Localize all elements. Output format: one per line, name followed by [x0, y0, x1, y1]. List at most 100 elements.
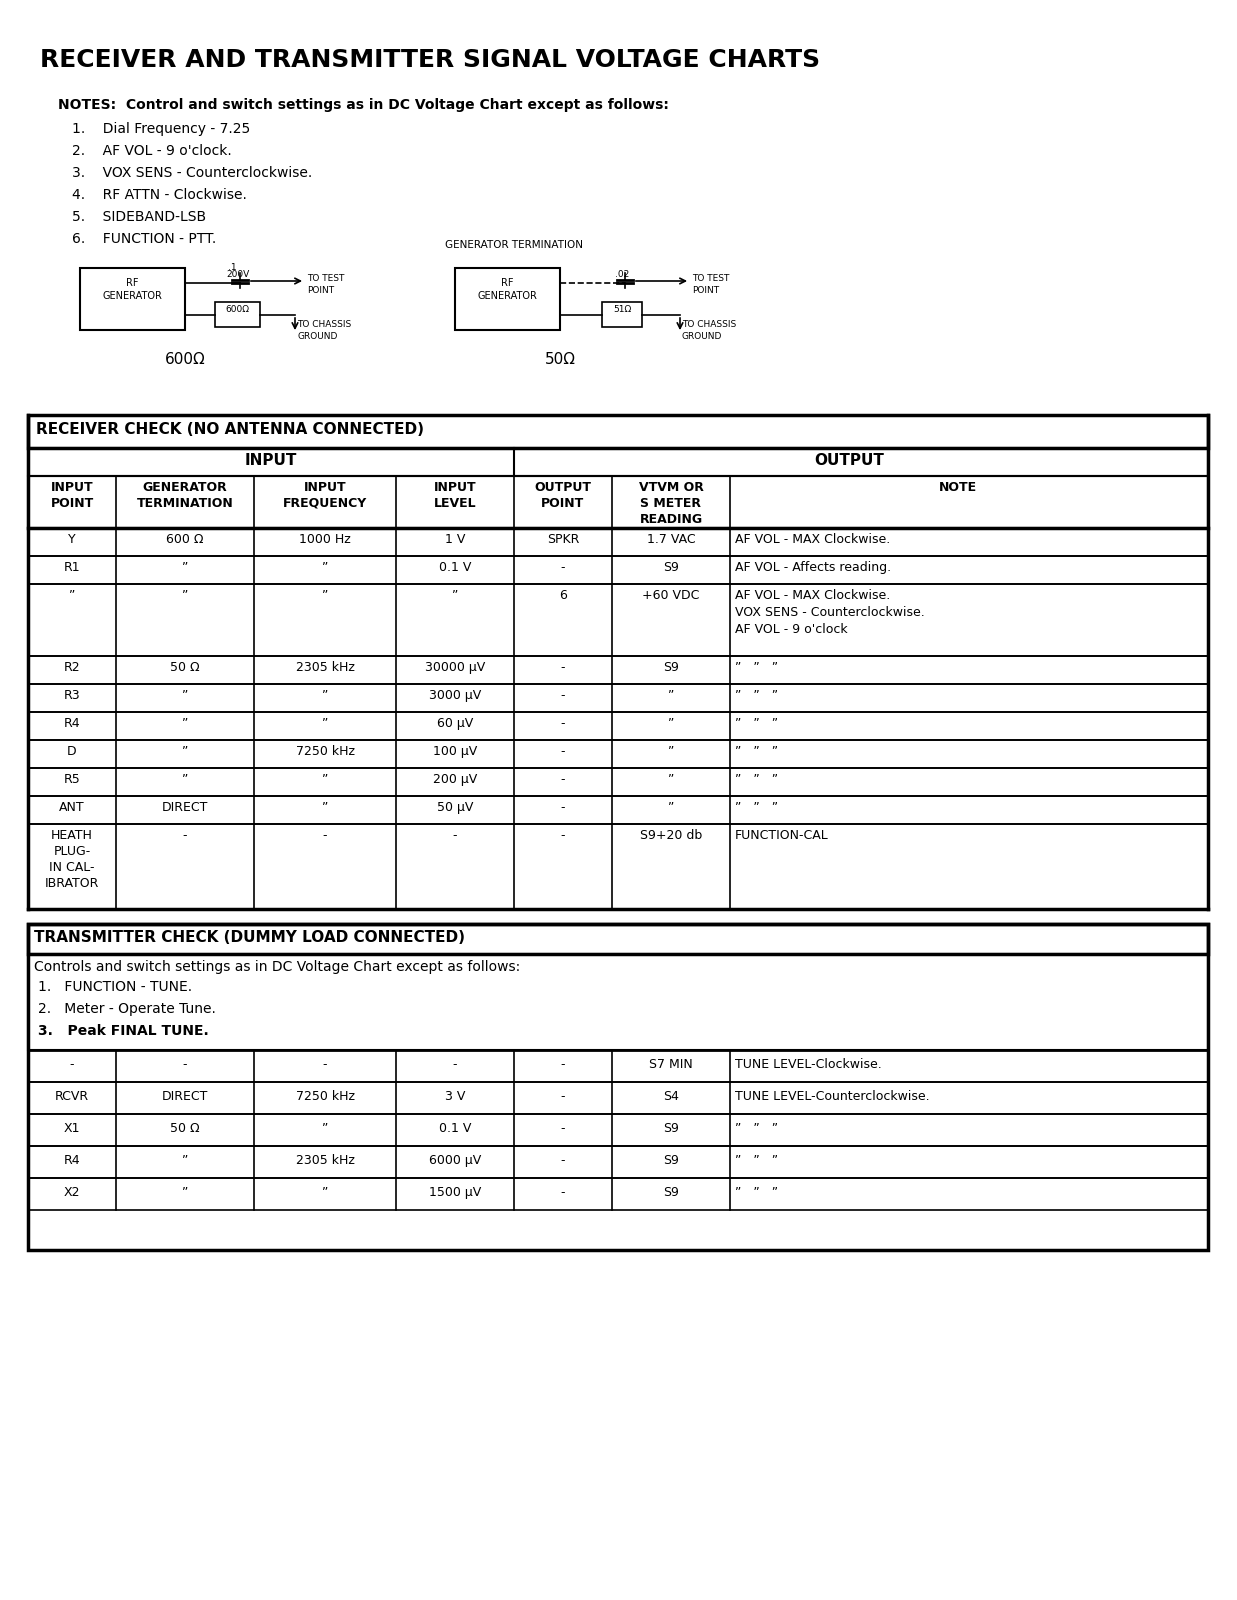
Bar: [28, 1146, 1209, 1178]
Text: FUNCTION-CAL: FUNCTION-CAL: [735, 829, 829, 842]
Text: ”: ”: [322, 773, 328, 786]
Bar: [28, 1082, 1209, 1114]
Text: ”: ”: [182, 1186, 188, 1198]
Text: R2: R2: [63, 661, 80, 674]
Text: TO TEST
POINT: TO TEST POINT: [307, 274, 344, 294]
Text: 1.7 VAC: 1.7 VAC: [647, 533, 695, 546]
Text: ”: ”: [69, 589, 75, 602]
Text: RF
GENERATOR: RF GENERATOR: [103, 278, 162, 301]
Bar: [28, 925, 1209, 1250]
Text: 3.   Peak FINAL TUNE.: 3. Peak FINAL TUNE.: [38, 1024, 209, 1038]
Text: -: -: [560, 717, 565, 730]
Text: R4: R4: [63, 1154, 80, 1166]
Text: ”: ”: [182, 690, 188, 702]
Text: GENERATOR
TERMINATION: GENERATOR TERMINATION: [136, 482, 234, 510]
Bar: [28, 1114, 1209, 1146]
Bar: [28, 528, 1209, 557]
Bar: [28, 712, 1209, 739]
Text: 2.   Meter - Operate Tune.: 2. Meter - Operate Tune.: [38, 1002, 216, 1016]
Bar: [28, 448, 1209, 477]
Text: 60 μV: 60 μV: [437, 717, 473, 730]
Text: ”: ”: [668, 690, 674, 702]
Text: 5.    SIDEBAND-LSB: 5. SIDEBAND-LSB: [72, 210, 207, 224]
Text: ”   ”   ”: ” ” ”: [735, 690, 778, 702]
Text: NOTES:  Control and switch settings as in DC Voltage Chart except as follows:: NOTES: Control and switch settings as in…: [58, 98, 669, 112]
Text: -: -: [560, 1058, 565, 1070]
Text: 2305 kHz: 2305 kHz: [296, 661, 355, 674]
Bar: [28, 925, 1209, 954]
Text: DIRECT: DIRECT: [162, 1090, 208, 1102]
Text: S9: S9: [663, 1154, 679, 1166]
Text: RCVR: RCVR: [54, 1090, 89, 1102]
Text: AF VOL - Affects reading.: AF VOL - Affects reading.: [735, 562, 891, 574]
Text: -: -: [560, 802, 565, 814]
Text: -: -: [560, 829, 565, 842]
Text: INPUT
POINT: INPUT POINT: [51, 482, 94, 510]
Text: ANT: ANT: [59, 802, 85, 814]
Bar: [28, 477, 1209, 528]
Bar: [28, 739, 1209, 768]
Text: OUTPUT: OUTPUT: [814, 453, 884, 467]
Text: TO CHASSIS
GROUND: TO CHASSIS GROUND: [682, 320, 736, 341]
Text: -: -: [453, 1058, 458, 1070]
Text: ”: ”: [182, 717, 188, 730]
Text: -: -: [560, 1090, 565, 1102]
Text: Y: Y: [68, 533, 75, 546]
Text: 0.1 V: 0.1 V: [439, 562, 471, 574]
Text: 6.    FUNCTION - PTT.: 6. FUNCTION - PTT.: [72, 232, 216, 246]
Text: ”: ”: [322, 1122, 328, 1134]
Text: 200V: 200V: [226, 270, 249, 278]
Bar: [80, 267, 186, 330]
Text: 1.    Dial Frequency - 7.25: 1. Dial Frequency - 7.25: [72, 122, 250, 136]
Text: AF VOL - MAX Clockwise.
VOX SENS - Counterclockwise.
AF VOL - 9 o'clock: AF VOL - MAX Clockwise. VOX SENS - Count…: [735, 589, 925, 635]
Bar: [28, 414, 1209, 448]
Text: ”   ”   ”: ” ” ”: [735, 1186, 778, 1198]
Text: ”: ”: [182, 589, 188, 602]
Text: ”   ”   ”: ” ” ”: [735, 1122, 778, 1134]
Bar: [28, 584, 1209, 656]
Text: -: -: [323, 829, 328, 842]
Text: ”: ”: [322, 717, 328, 730]
Text: 600Ω: 600Ω: [165, 352, 205, 366]
Text: -: -: [183, 829, 187, 842]
Text: 600 Ω: 600 Ω: [166, 533, 204, 546]
Text: 50 Ω: 50 Ω: [171, 661, 200, 674]
Text: RF
GENERATOR: RF GENERATOR: [477, 278, 537, 301]
Text: .02: .02: [615, 270, 630, 278]
Text: GENERATOR TERMINATION: GENERATOR TERMINATION: [445, 240, 583, 250]
Text: ”: ”: [668, 773, 674, 786]
Text: ”: ”: [182, 562, 188, 574]
Text: 50Ω: 50Ω: [546, 352, 576, 366]
Text: 200 μV: 200 μV: [433, 773, 477, 786]
Text: 100 μV: 100 μV: [433, 746, 477, 758]
Bar: [215, 302, 260, 326]
Text: NOTE: NOTE: [939, 482, 976, 494]
Text: R3: R3: [63, 690, 80, 702]
Text: 3 V: 3 V: [445, 1090, 465, 1102]
Text: 1500 μV: 1500 μV: [429, 1186, 481, 1198]
Text: AF VOL - MAX Clockwise.: AF VOL - MAX Clockwise.: [735, 533, 891, 546]
Text: TUNE LEVEL-Counterclockwise.: TUNE LEVEL-Counterclockwise.: [735, 1090, 930, 1102]
Text: S4: S4: [663, 1090, 679, 1102]
Bar: [28, 685, 1209, 712]
Bar: [28, 768, 1209, 795]
Text: .1: .1: [228, 262, 236, 272]
Text: INPUT
LEVEL: INPUT LEVEL: [434, 482, 476, 510]
Text: -: -: [560, 562, 565, 574]
Text: 50 Ω: 50 Ω: [171, 1122, 200, 1134]
Text: TO CHASSIS
GROUND: TO CHASSIS GROUND: [297, 320, 351, 341]
Text: S9: S9: [663, 1186, 679, 1198]
Text: 1 V: 1 V: [445, 533, 465, 546]
Text: TO TEST
POINT: TO TEST POINT: [691, 274, 730, 294]
Text: +60 VDC: +60 VDC: [642, 589, 700, 602]
Text: ”: ”: [668, 802, 674, 814]
Text: TUNE LEVEL-Clockwise.: TUNE LEVEL-Clockwise.: [735, 1058, 882, 1070]
Text: 1.   FUNCTION - TUNE.: 1. FUNCTION - TUNE.: [38, 979, 192, 994]
Text: RECEIVER AND TRANSMITTER SIGNAL VOLTAGE CHARTS: RECEIVER AND TRANSMITTER SIGNAL VOLTAGE …: [40, 48, 820, 72]
Text: S7 MIN: S7 MIN: [649, 1058, 693, 1070]
Text: R4: R4: [63, 717, 80, 730]
Text: ”: ”: [452, 589, 458, 602]
Text: DIRECT: DIRECT: [162, 802, 208, 814]
Bar: [28, 656, 1209, 685]
Text: ”: ”: [182, 1154, 188, 1166]
